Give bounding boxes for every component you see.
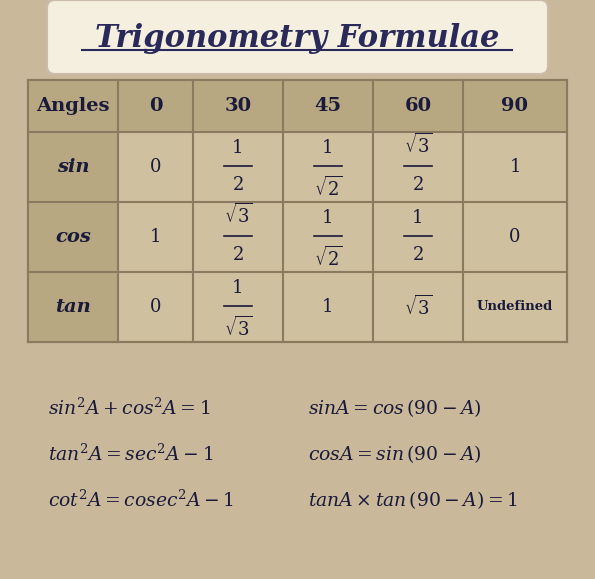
Text: $sin^2A + cos^2A = 1$: $sin^2A + cos^2A = 1$ — [48, 397, 211, 419]
Text: 1: 1 — [232, 279, 244, 297]
Text: 1: 1 — [412, 209, 424, 227]
Text: 60: 60 — [405, 97, 431, 115]
FancyBboxPatch shape — [47, 0, 548, 74]
Text: $\sqrt{3}$: $\sqrt{3}$ — [403, 133, 433, 157]
Text: 0: 0 — [149, 97, 162, 115]
Text: 0: 0 — [150, 298, 161, 316]
Bar — [28, 80, 567, 132]
Text: Trigonometry Formulae: Trigonometry Formulae — [95, 24, 499, 54]
Text: $cot^2A = cosec^2A - 1$: $cot^2A = cosec^2A - 1$ — [48, 489, 234, 511]
Text: 0: 0 — [150, 158, 161, 176]
Text: Undefined: Undefined — [477, 301, 553, 313]
Bar — [28, 80, 118, 342]
Text: 45: 45 — [314, 97, 342, 115]
Text: $cosA = sin\,(90 - A)$: $cosA = sin\,(90 - A)$ — [308, 443, 482, 465]
Text: 1: 1 — [150, 228, 161, 246]
Text: 2: 2 — [232, 246, 244, 264]
Text: 0: 0 — [509, 228, 521, 246]
Text: $\sqrt{2}$: $\sqrt{2}$ — [314, 246, 343, 270]
Text: $\sqrt{2}$: $\sqrt{2}$ — [314, 176, 343, 200]
Text: 90: 90 — [502, 97, 528, 115]
Text: tan: tan — [55, 298, 91, 316]
Text: 1: 1 — [322, 298, 334, 316]
Text: 1: 1 — [322, 209, 334, 227]
Text: $sinA = cos\,(90 - A)$: $sinA = cos\,(90 - A)$ — [308, 397, 482, 419]
Text: 2: 2 — [232, 176, 244, 194]
Bar — [28, 80, 567, 342]
Text: $\sqrt{3}$: $\sqrt{3}$ — [224, 203, 252, 227]
Text: $\sqrt{3}$: $\sqrt{3}$ — [403, 295, 433, 319]
Text: 30: 30 — [224, 97, 252, 115]
Text: $tanA \times tan\,(90 - A) = 1$: $tanA \times tan\,(90 - A) = 1$ — [308, 489, 518, 511]
Text: 1: 1 — [322, 139, 334, 157]
Text: $tan^2A = sec^2A - 1$: $tan^2A = sec^2A - 1$ — [48, 444, 214, 464]
Text: $\sqrt{3}$: $\sqrt{3}$ — [224, 316, 252, 340]
Text: cos: cos — [55, 228, 91, 246]
Text: 1: 1 — [232, 139, 244, 157]
Text: Angles: Angles — [36, 97, 109, 115]
Text: 2: 2 — [412, 246, 424, 264]
Text: 2: 2 — [412, 176, 424, 194]
Text: 1: 1 — [509, 158, 521, 176]
Text: sin: sin — [57, 158, 89, 176]
